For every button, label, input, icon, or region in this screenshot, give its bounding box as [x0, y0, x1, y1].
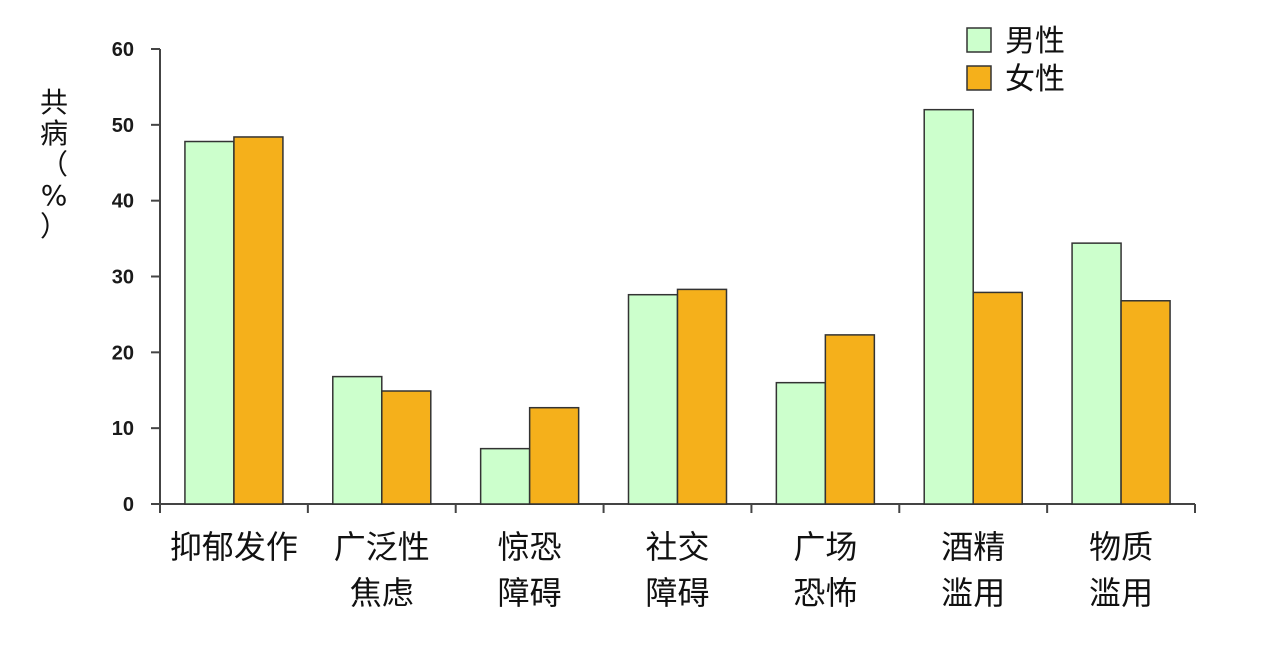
y-tick-label: 20 — [112, 342, 134, 364]
bar-male — [1071, 242, 1122, 505]
bar-male — [775, 381, 827, 505]
bar-male — [332, 375, 383, 505]
legend-swatch — [966, 27, 992, 53]
bar-female — [1120, 300, 1171, 505]
bar-female — [972, 291, 1023, 505]
category-label: 抑郁发作 — [170, 528, 298, 566]
category-labels: 抑郁发作 广泛性焦虑 惊恐障碍 社交障碍 广场恐怖 酒精滥用 物质滥用 — [170, 528, 1153, 612]
bar-female — [676, 288, 728, 505]
category-label: 物质滥用 — [1089, 528, 1153, 612]
bar-female — [381, 390, 432, 505]
legend-label: 男性 — [1005, 24, 1065, 59]
bars — [184, 108, 1171, 505]
legend-swatch — [966, 65, 992, 91]
bar-male — [479, 447, 531, 505]
bar-female — [528, 406, 580, 505]
bar-male — [627, 293, 679, 505]
bar-male — [184, 140, 235, 505]
category-label: 广泛性焦虑 — [334, 528, 430, 612]
y-tick-label: 40 — [112, 191, 134, 213]
y-axis-title: 共病（%） — [40, 86, 68, 243]
legend-label: 女性 — [1005, 62, 1065, 97]
bar-female — [233, 136, 284, 505]
category-label: 广场恐怖 — [793, 528, 857, 612]
y-tick-label: 0 — [123, 494, 134, 516]
category-label: 酒精滥用 — [941, 528, 1005, 612]
y-tick-label: 10 — [112, 418, 134, 440]
category-label: 社交障碍 — [645, 528, 709, 612]
y-tick-label: 30 — [112, 267, 134, 289]
y-tick-label: 50 — [112, 115, 134, 137]
y-axis-label: 共病（%） — [40, 86, 68, 243]
category-label: 惊恐障碍 — [498, 528, 562, 612]
bar-male — [923, 108, 974, 505]
bar-female — [824, 334, 876, 505]
y-tick-label: 60 — [112, 39, 134, 61]
